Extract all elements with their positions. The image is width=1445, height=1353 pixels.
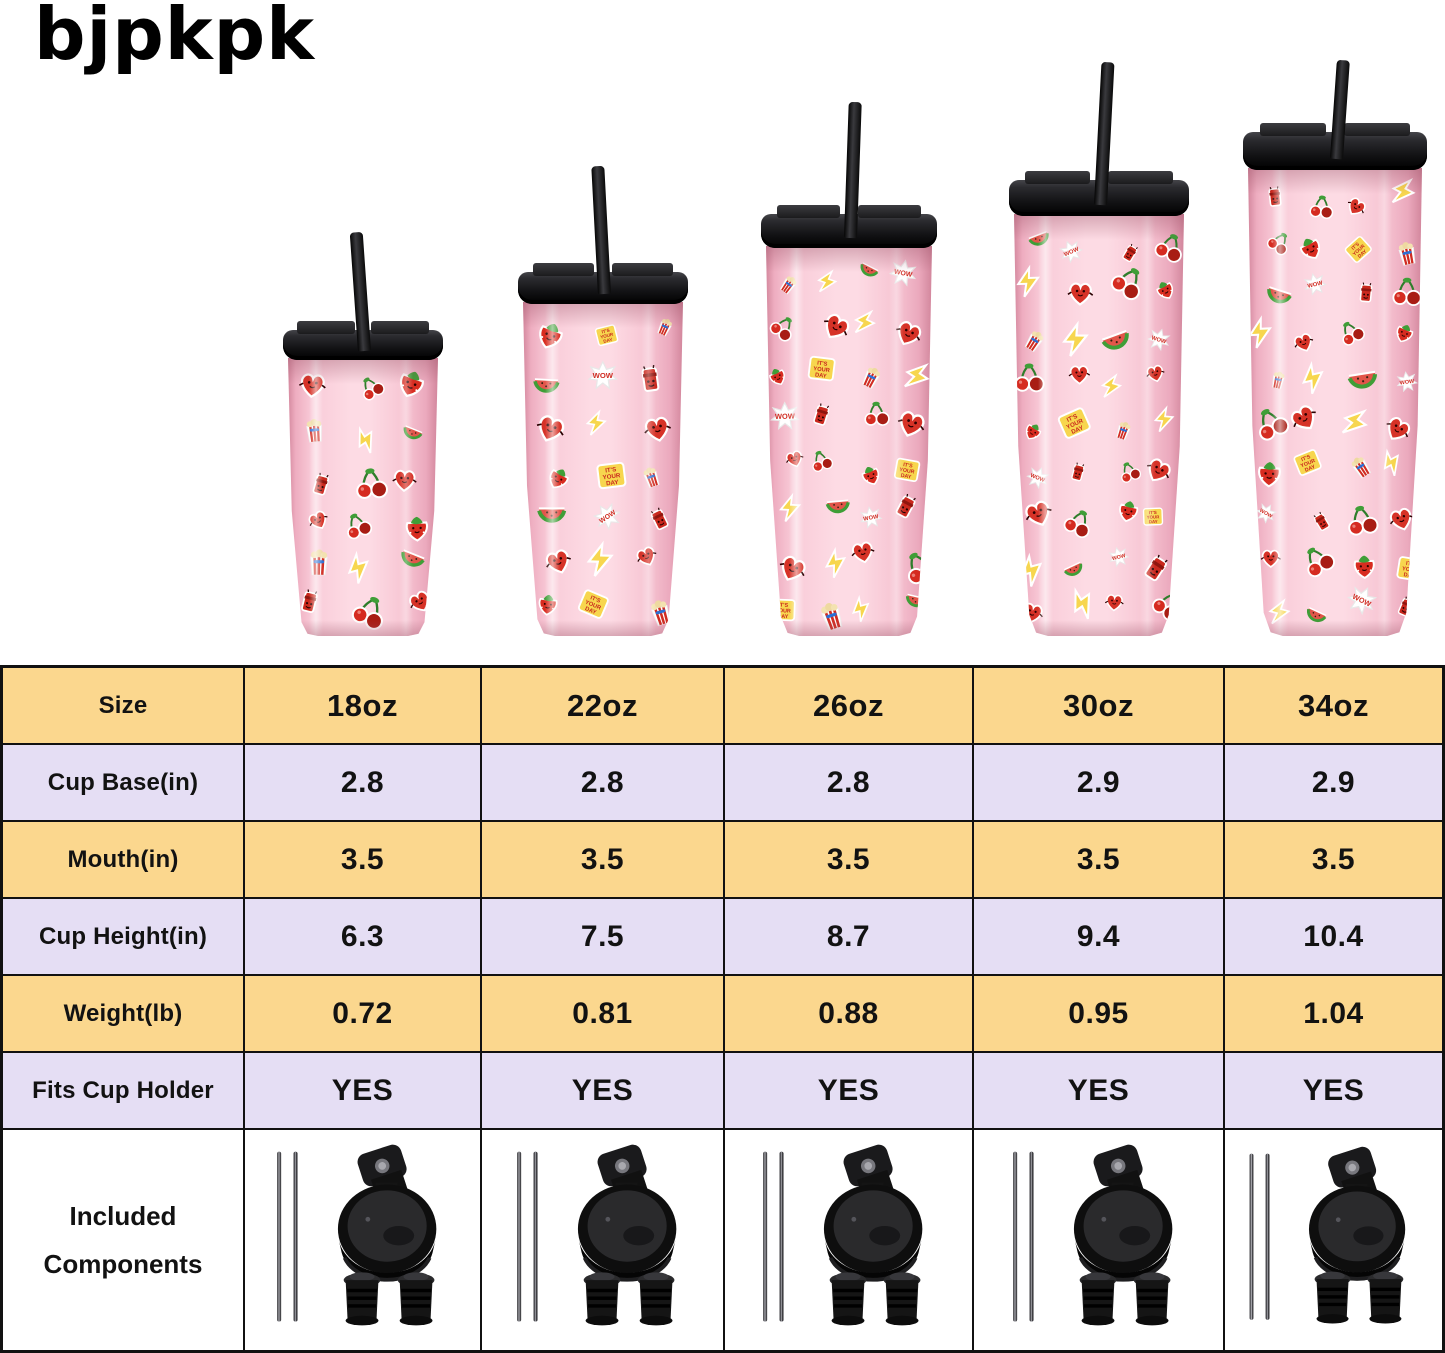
spec-value-mouth_in-22oz: 3.5 xyxy=(482,822,725,899)
spec-value-mouth_in-18oz: 3.5 xyxy=(245,822,482,899)
spec-value-cup_height_in-30oz: 9.4 xyxy=(974,899,1225,976)
spec-value-cup_base_in-34oz: 2.9 xyxy=(1225,745,1442,822)
spec-label-weight_lb: Weight(lb) xyxy=(3,976,245,1053)
flip-lid-icon xyxy=(823,1144,922,1282)
included-components-graphic xyxy=(516,1144,676,1325)
included-components-graphic xyxy=(1012,1144,1172,1325)
included-components-22oz xyxy=(482,1130,725,1350)
spec-label-cup_base_in: Cup Base(in) xyxy=(3,745,245,822)
flip-lid-icon xyxy=(577,1144,676,1282)
gloss-highlight xyxy=(1272,168,1289,636)
gloss-highlight xyxy=(1139,214,1156,636)
included-components-graphic xyxy=(276,1144,436,1325)
included-components-graphic xyxy=(1249,1146,1406,1324)
spec-value-cup_height_in-22oz: 7.5 xyxy=(482,899,725,976)
spec-value-cup_base_in-22oz: 2.8 xyxy=(482,745,725,822)
spec-value-size-34oz: 34oz xyxy=(1225,668,1442,745)
cup-body xyxy=(288,358,438,636)
spec-value-mouth_in-34oz: 3.5 xyxy=(1225,822,1442,899)
spec-value-cup_base_in-26oz: 2.8 xyxy=(725,745,974,822)
metal-straws-icon xyxy=(276,1151,298,1322)
spec-value-weight_lb-30oz: 0.95 xyxy=(974,976,1225,1053)
metal-straws-icon xyxy=(1012,1151,1034,1322)
tumbler-22oz xyxy=(518,165,688,636)
tumbler-18oz xyxy=(283,231,443,636)
spec-label-size: Size xyxy=(3,668,245,745)
gloss-highlight xyxy=(1376,168,1393,636)
tumbler-26oz xyxy=(761,101,937,636)
included-components-26oz xyxy=(725,1130,974,1350)
metal-straws-icon xyxy=(762,1151,784,1322)
spec-label-mouth_in: Mouth(in) xyxy=(3,822,245,899)
cup-body xyxy=(523,302,683,636)
straw-stoppers-icon xyxy=(583,1271,674,1325)
spec-value-weight_lb-26oz: 0.88 xyxy=(725,976,974,1053)
tumbler-34oz xyxy=(1243,59,1427,636)
gloss-highlight xyxy=(888,246,904,636)
spec-value-mouth_in-30oz: 3.5 xyxy=(974,822,1225,899)
straw-stoppers-icon xyxy=(343,1271,434,1325)
spec-value-size-18oz: 18oz xyxy=(245,668,482,745)
flip-lid-icon xyxy=(1308,1146,1406,1281)
gloss-highlight xyxy=(545,302,560,636)
gloss-highlight xyxy=(1037,214,1054,636)
spec-value-fits_cup_holder-30oz: YES xyxy=(974,1053,1225,1130)
spec-label-cup_height_in: Cup Height(in) xyxy=(3,899,245,976)
brand-logo: bjpkpk xyxy=(34,0,316,76)
spec-value-cup_height_in-18oz: 6.3 xyxy=(245,899,482,976)
flip-lid-icon xyxy=(1073,1144,1172,1282)
included-components-30oz xyxy=(974,1130,1225,1350)
spec-value-size-22oz: 22oz xyxy=(482,668,725,745)
gloss-highlight xyxy=(789,246,805,636)
spec-value-mouth_in-26oz: 3.5 xyxy=(725,822,974,899)
spec-value-weight_lb-34oz: 1.04 xyxy=(1225,976,1442,1053)
gloss-highlight xyxy=(399,358,413,636)
straw-stoppers-icon xyxy=(1079,1271,1170,1325)
cup-body xyxy=(766,246,932,636)
spec-table: Size 18oz 22oz 26oz 30oz 34oz Cup Base(in) 2.8 2… xyxy=(0,665,1445,1353)
spec-value-fits_cup_holder-22oz: YES xyxy=(482,1053,725,1130)
straw-stoppers-icon xyxy=(1314,1271,1404,1324)
included-components-18oz xyxy=(245,1130,482,1350)
spec-value-weight_lb-18oz: 0.72 xyxy=(245,976,482,1053)
spec-value-fits_cup_holder-18oz: YES xyxy=(245,1053,482,1130)
gloss-highlight xyxy=(641,302,656,636)
spec-value-cup_height_in-26oz: 8.7 xyxy=(725,899,974,976)
included-components-label-line: Components xyxy=(43,1249,203,1279)
spec-label-fits_cup_holder: Fits Cup Holder xyxy=(3,1053,245,1130)
tumbler-lineup xyxy=(0,0,1445,665)
spec-value-weight_lb-22oz: 0.81 xyxy=(482,976,725,1053)
gloss-highlight xyxy=(309,358,323,636)
included-components-34oz xyxy=(1225,1130,1442,1350)
spec-value-cup_height_in-34oz: 10.4 xyxy=(1225,899,1442,976)
cup-body xyxy=(1014,214,1184,636)
flip-lid-icon xyxy=(337,1144,436,1282)
included-components-label-line: Included xyxy=(69,1201,177,1231)
included-components-graphic xyxy=(762,1144,922,1325)
included-components-label: Included Components xyxy=(3,1130,245,1350)
spec-value-fits_cup_holder-34oz: YES xyxy=(1225,1053,1442,1130)
metal-straws-icon xyxy=(516,1151,538,1322)
tumbler-lid xyxy=(518,263,688,304)
spec-value-fits_cup_holder-26oz: YES xyxy=(725,1053,974,1130)
straw-stoppers-icon xyxy=(829,1271,920,1325)
spec-value-cup_base_in-30oz: 2.9 xyxy=(974,745,1225,822)
spec-value-size-26oz: 26oz xyxy=(725,668,974,745)
cup-body xyxy=(1248,168,1422,636)
spec-value-size-30oz: 30oz xyxy=(974,668,1225,745)
spec-value-cup_base_in-18oz: 2.8 xyxy=(245,745,482,822)
tumbler-30oz xyxy=(1009,61,1189,636)
metal-straws-icon xyxy=(1249,1153,1270,1320)
